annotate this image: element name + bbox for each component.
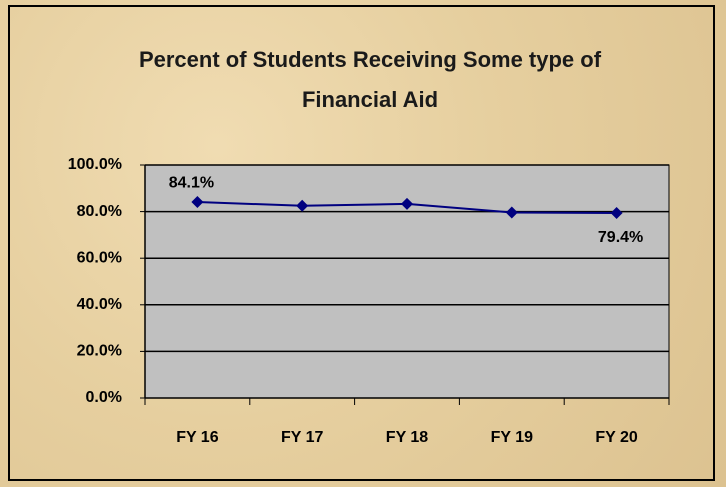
x-tick-label: FY 16: [176, 429, 219, 446]
x-tick-label: FY 18: [386, 429, 429, 446]
marker: [401, 197, 413, 210]
y-tick-label: 100.0%: [68, 156, 122, 173]
x-tick-label: FY 20: [595, 429, 638, 446]
chart-title: Percent of Students Receiving Some type …: [138, 47, 602, 112]
chart-frame: [8, 5, 715, 481]
y-tick-label: 60.0%: [77, 249, 122, 266]
x-tick-label: FY 17: [281, 429, 324, 446]
marker: [296, 199, 309, 212]
marker: [610, 206, 623, 219]
y-tick-label: 20.0%: [77, 343, 122, 360]
y-tick-label: 80.0%: [77, 203, 122, 220]
y-tick-label: 40.0%: [77, 296, 122, 313]
data-label: 79.4%: [598, 229, 643, 246]
marker: [191, 196, 204, 209]
data-label: 84.1%: [169, 174, 214, 191]
marker: [505, 206, 518, 219]
x-tick-label: FY 19: [491, 429, 534, 446]
y-tick-label: 0.0%: [86, 389, 122, 406]
